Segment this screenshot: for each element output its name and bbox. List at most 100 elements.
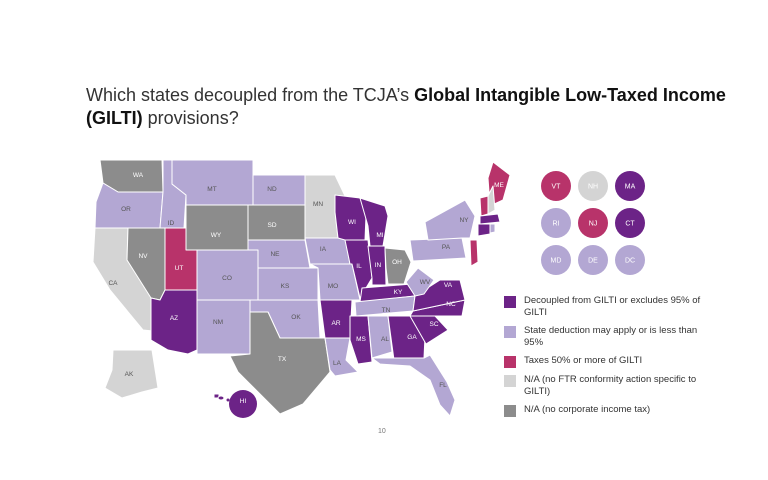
circle-nh (578, 171, 608, 201)
circle-ma (615, 171, 645, 201)
legend-label: State deduction may apply or is less tha… (524, 325, 698, 348)
state-pa (409, 237, 467, 262)
circle-ri (541, 208, 571, 238)
state-label-nv: NV (138, 253, 148, 260)
state-ia (304, 237, 351, 265)
state-label-me: ME (494, 182, 504, 189)
title-bold: Global Intangible Low-Taxed Income (GILT… (86, 85, 726, 128)
state-nm (196, 299, 251, 355)
state-label-ak: AK (125, 371, 134, 378)
hawaii-island-1 (217, 395, 225, 401)
state-label-ky: KY (394, 289, 403, 296)
state-nd (252, 174, 306, 206)
state-tx (229, 311, 331, 415)
legend-item-deduction: State deduction may apply or is less tha… (504, 325, 714, 349)
state-label-oh: OH (392, 259, 402, 266)
state-label-mo: MO (328, 283, 338, 290)
state-label-ut: UT (175, 265, 184, 272)
state-nj (469, 239, 479, 267)
state-label-wa: WA (133, 172, 144, 179)
state-label-pa: PA (442, 244, 451, 251)
legend-swatch (504, 405, 516, 417)
circle-dc (615, 245, 645, 275)
state-label-hi: HI (240, 398, 247, 405)
state-label-mt: MT (207, 186, 216, 193)
state-label-sc: SC (429, 321, 438, 328)
state-label-mi: MI (376, 232, 383, 239)
circle-nj (578, 208, 608, 238)
circle-vt (541, 171, 571, 201)
state-label-va: VA (444, 282, 453, 289)
state-label-nd: ND (267, 186, 277, 193)
state-label-tn: TN (382, 307, 391, 314)
state-label-la: LA (333, 360, 342, 367)
legend-swatch (504, 375, 516, 387)
legend-item-na-no-tax: N/A (no corporate income tax) (504, 404, 714, 417)
state-ak (104, 349, 159, 399)
state-al (367, 315, 393, 359)
state-label-nc: NC (446, 301, 456, 308)
state-ar (319, 299, 353, 339)
legend-label: N/A (no FTR conformity action specific t… (524, 374, 697, 397)
circle-de (578, 245, 608, 275)
legend-label: Decoupled from GILTI or excludes 95% of … (524, 295, 701, 318)
title-prefix: Which states decoupled from the TCJA’s (86, 85, 415, 105)
state-label-ga: GA (407, 334, 417, 341)
state-ms (349, 315, 373, 365)
state-il (344, 239, 373, 299)
legend: Decoupled from GILTI or excludes 95% of … (504, 295, 714, 423)
state-label-ok: OK (291, 314, 301, 321)
state-in (367, 245, 387, 286)
state-vt (479, 195, 489, 217)
state-oh (384, 247, 412, 285)
state-wy (185, 204, 249, 251)
state-label-ks: KS (281, 283, 290, 290)
state-label-or: OR (121, 206, 131, 213)
legend-label: N/A (no corporate income tax) (524, 404, 651, 415)
legend-item-decoupled: Decoupled from GILTI or excludes 95% of … (504, 295, 714, 319)
legend-label: Taxes 50% or more of GILTI (524, 355, 643, 366)
state-ri (489, 223, 496, 234)
circle-ct (615, 208, 645, 238)
state-label-ia: IA (320, 246, 327, 253)
title-suffix: provisions? (142, 108, 239, 128)
state-va (412, 279, 466, 312)
circle-label-md: MD (551, 258, 562, 265)
state-label-ms: MS (356, 336, 366, 343)
state-label-wv: WV (420, 279, 431, 286)
state-label-wy: WY (211, 232, 222, 239)
state-label-fl: FL (439, 382, 447, 389)
state-label-id: ID (168, 220, 175, 227)
state-label-mn: MN (313, 201, 323, 208)
legend-swatch (504, 296, 516, 308)
circle-label-ct: CT (625, 221, 635, 228)
state-label-sd: SD (267, 222, 276, 229)
map-title: Which states decoupled from the TCJA’s G… (86, 84, 726, 130)
state-label-co: CO (222, 275, 232, 282)
state-az (150, 289, 198, 355)
page-number: 10 (378, 428, 386, 435)
state-label-wi: WI (348, 219, 356, 226)
circle-label-vt: VT (552, 184, 562, 191)
legend-swatch (504, 326, 516, 338)
state-fl (371, 354, 456, 417)
state-label-al: AL (381, 336, 389, 343)
state-label-il: IL (356, 263, 362, 270)
legend-swatch (504, 356, 516, 368)
circle-label-ma: MA (625, 184, 636, 191)
circle-label-ri: RI (553, 221, 560, 228)
circle-label-dc: DC (625, 258, 635, 265)
state-label-ny: NY (459, 217, 469, 224)
state-label-in: IN (375, 262, 382, 269)
state-label-ca: CA (108, 280, 118, 287)
legend-item-taxes50: Taxes 50% or more of GILTI (504, 355, 714, 368)
state-label-ne: NE (270, 251, 280, 258)
circle-md (541, 245, 571, 275)
state-label-az: AZ (170, 315, 178, 322)
hawaii-circle (229, 390, 257, 418)
state-ma (479, 213, 501, 225)
state-wv (405, 267, 435, 297)
state-ny (424, 199, 476, 241)
state-label-nm: NM (213, 319, 223, 326)
